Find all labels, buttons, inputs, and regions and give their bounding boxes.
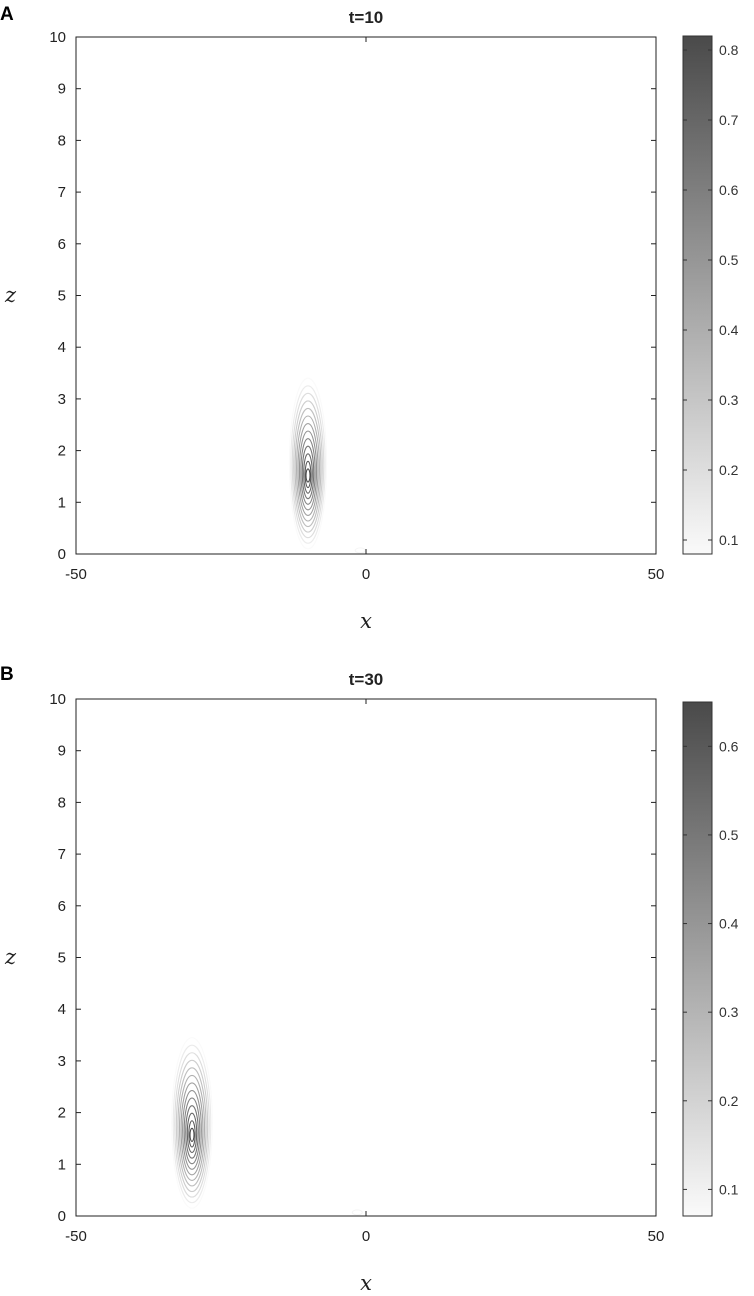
contour-line xyxy=(180,1082,204,1176)
contour-line xyxy=(293,400,323,533)
x-axis-label: x xyxy=(360,609,372,633)
y-axis-label: z xyxy=(4,283,17,307)
chart-title: t=30 xyxy=(349,670,384,689)
contour-line xyxy=(290,385,326,544)
chart-title: t=10 xyxy=(349,8,384,27)
colorbar-tick-label: 0.8 xyxy=(719,42,739,58)
contour-line xyxy=(183,1097,201,1165)
colorbar xyxy=(682,35,713,555)
y-tick-label: 4 xyxy=(58,1001,66,1018)
colorbar-ticks: 0.1 0.2 0.3 0.4 0.5 0.6 0.7 0.8 xyxy=(683,42,739,548)
colorbar-tick-label: 0.2 xyxy=(719,1093,739,1109)
contour-line xyxy=(305,468,311,483)
y-tick-label: 1 xyxy=(58,1156,66,1173)
y-tick-label: 10 xyxy=(49,691,66,708)
x-tick-label: 0 xyxy=(362,1228,370,1245)
contour-line xyxy=(188,1120,196,1148)
y-tick-label: 2 xyxy=(58,443,66,460)
y-tick-label: 0 xyxy=(58,546,66,563)
contour-line xyxy=(294,407,322,528)
contour-line xyxy=(303,453,313,494)
contour-line xyxy=(171,1037,213,1209)
colorbar-tick-label: 0.5 xyxy=(719,827,739,843)
x-tick-label: 50 xyxy=(648,566,665,583)
panel-label: A xyxy=(0,4,14,25)
faint-contour xyxy=(351,1209,363,1216)
y-tick-label: 9 xyxy=(58,743,66,760)
colorbar xyxy=(682,701,713,1217)
contour-line xyxy=(301,445,315,500)
colorbar-tick-label: 0.4 xyxy=(719,322,739,338)
colorbar-tick-label: 0.1 xyxy=(719,1181,739,1197)
contour-line xyxy=(300,438,316,505)
colorbar-tick-label: 0.2 xyxy=(719,462,739,478)
y-tick-label: 1 xyxy=(58,494,66,511)
colorbar-tick-label: 0.1 xyxy=(719,532,739,548)
y-tick-label: 5 xyxy=(58,288,66,305)
contour-line xyxy=(304,460,312,489)
colorbar-tick-label: 0.5 xyxy=(719,252,739,268)
contour-line xyxy=(189,1127,195,1142)
faint-contour xyxy=(354,547,366,554)
contour-line xyxy=(172,1044,212,1204)
contour-layer xyxy=(288,377,366,554)
contour-layer xyxy=(171,1037,363,1216)
colorbar-tick-label: 0.6 xyxy=(719,738,739,754)
x-axis: -50 0 50 xyxy=(65,699,664,1245)
contour-line xyxy=(185,1105,199,1159)
x-tick-label: -50 xyxy=(65,1228,87,1245)
plot-frame xyxy=(75,36,657,555)
x-tick-label: 50 xyxy=(648,1228,665,1245)
y-tick-label: 10 xyxy=(49,29,66,46)
y-tick-label: 6 xyxy=(58,236,66,253)
contour-line xyxy=(178,1074,206,1181)
colorbar-tick-label: 0.6 xyxy=(719,182,739,198)
colorbar-tick-label: 0.4 xyxy=(719,916,739,932)
contour-line xyxy=(298,430,318,511)
y-tick-label: 7 xyxy=(58,184,66,201)
y-axis: 0 1 2 3 4 5 6 7 8 9 10 xyxy=(49,691,656,1225)
panel-a: A t=10 0 1 2 3 4 5 6 7 8 9 10 -50 0 50 x z 0.1 0.2 0.3… xyxy=(0,4,739,633)
y-tick-label: 6 xyxy=(58,898,66,915)
y-tick-label: 7 xyxy=(58,846,66,863)
y-tick-label: 8 xyxy=(58,132,66,149)
contour-line xyxy=(182,1089,202,1170)
contour-line xyxy=(297,423,319,516)
y-tick-label: 2 xyxy=(58,1105,66,1122)
colorbar-tick-label: 0.3 xyxy=(719,392,739,408)
panel-label: B xyxy=(0,664,14,685)
contour-line xyxy=(296,415,320,522)
y-axis: 0 1 2 3 4 5 6 7 8 9 10 xyxy=(49,29,656,563)
y-tick-label: 3 xyxy=(58,1053,66,1070)
y-tick-label: 8 xyxy=(58,794,66,811)
y-tick-label: 5 xyxy=(58,950,66,967)
x-axis: -50 0 50 xyxy=(65,37,664,583)
contour-line xyxy=(288,377,328,550)
plot-frame xyxy=(75,698,657,1217)
colorbar-tick-label: 0.7 xyxy=(719,112,739,128)
y-tick-label: 0 xyxy=(58,1208,66,1225)
y-axis-label: z xyxy=(4,945,17,969)
y-tick-label: 3 xyxy=(58,391,66,408)
contour-line xyxy=(177,1067,207,1187)
panel-b: B t=30 0 1 2 3 4 5 6 7 8 9 10 -50 0 50 x z 0.1 0.2 0.3… xyxy=(0,664,739,1295)
colorbar-tick-label: 0.3 xyxy=(719,1004,739,1020)
colorbar-ticks: 0.1 0.2 0.3 0.4 0.5 0.6 xyxy=(683,738,739,1197)
contour-line xyxy=(175,1059,209,1193)
contour-line xyxy=(174,1052,210,1198)
x-tick-label: 0 xyxy=(362,566,370,583)
y-tick-label: 9 xyxy=(58,81,66,98)
contour-line xyxy=(186,1112,198,1154)
x-tick-label: -50 xyxy=(65,566,87,583)
contour-line xyxy=(291,392,325,539)
x-axis-label: x xyxy=(360,1271,372,1295)
y-tick-label: 4 xyxy=(58,339,66,356)
